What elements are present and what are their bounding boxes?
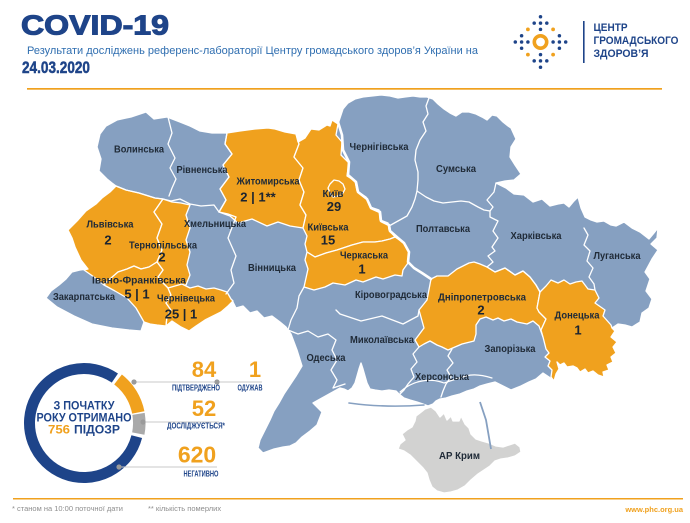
svg-text:1: 1 <box>358 262 365 277</box>
svg-text:Волинська: Волинська <box>114 145 164 156</box>
svg-text:Тернопільська: Тернопільська <box>129 241 197 252</box>
svg-text:ПІДТВЕРДЖЕНО: ПІДТВЕРДЖЕНО <box>172 384 220 393</box>
svg-text:52: 52 <box>192 396 216 421</box>
svg-text:29: 29 <box>327 199 341 214</box>
svg-text:2: 2 <box>158 250 165 265</box>
svg-text:АР Крим: АР Крим <box>439 450 480 462</box>
svg-text:2 | 1**: 2 | 1** <box>240 190 276 205</box>
svg-text:* станом на 10:00 поточної дат: * станом на 10:00 поточної дати <box>12 504 123 513</box>
svg-text:Полтавська: Полтавська <box>416 224 470 235</box>
svg-text:Вінницька: Вінницька <box>248 263 296 274</box>
svg-text:Чернівецька: Чернівецька <box>157 294 215 305</box>
svg-text:Результати досліджень референс: Результати досліджень референс-лаборатор… <box>27 45 478 57</box>
svg-text:Житомирська: Житомирська <box>236 177 300 188</box>
svg-text:Кіровоградська: Кіровоградська <box>355 290 427 301</box>
svg-text:Дніпропетровська: Дніпропетровська <box>438 293 526 304</box>
svg-text:Сумська: Сумська <box>436 164 476 175</box>
svg-text:Донецька: Донецька <box>555 311 600 322</box>
svg-text:Запорізька: Запорізька <box>485 344 536 355</box>
svg-text:Одеська: Одеська <box>307 353 346 364</box>
svg-text:Хмельницька: Хмельницька <box>184 219 246 230</box>
svg-text:84: 84 <box>192 357 217 382</box>
svg-text:Львівська: Львівська <box>87 220 134 231</box>
svg-text:** кількість померлих: ** кількість померлих <box>148 504 221 513</box>
svg-text:ОДУЖАВ: ОДУЖАВ <box>238 384 263 393</box>
svg-text:www.phc.org.ua: www.phc.org.ua <box>624 505 683 514</box>
svg-text:Рівненська: Рівненська <box>177 165 228 176</box>
svg-text:620: 620 <box>178 442 216 468</box>
svg-text:З ПОЧАТКУ: З ПОЧАТКУ <box>54 399 115 413</box>
svg-text:756: 756 <box>48 423 70 437</box>
svg-text:Чернігівська: Чернігівська <box>350 142 409 153</box>
svg-text:15: 15 <box>321 233 335 248</box>
svg-text:Черкаська: Черкаська <box>340 251 388 262</box>
svg-text:ДОСЛІДЖУЄТЬСЯ*: ДОСЛІДЖУЄТЬСЯ* <box>167 422 226 431</box>
svg-text:Київська: Київська <box>308 223 349 234</box>
svg-text:24.03.2020: 24.03.2020 <box>22 58 90 77</box>
svg-text:2: 2 <box>104 233 111 248</box>
svg-text:ГРОМАДСЬКОГО: ГРОМАДСЬКОГО <box>594 35 679 47</box>
svg-text:ЦЕНТР: ЦЕНТР <box>594 22 628 34</box>
svg-text:НЕГАТИВНО: НЕГАТИВНО <box>184 470 219 479</box>
svg-text:ПІДОЗР: ПІДОЗР <box>74 423 120 437</box>
svg-text:Харківська: Харківська <box>511 231 562 242</box>
svg-text:Луганська: Луганська <box>594 251 641 262</box>
svg-text:25 | 1: 25 | 1 <box>165 307 198 322</box>
svg-text:Івано-Франківська: Івано-Франківська <box>92 276 186 287</box>
svg-text:COVID-19: COVID-19 <box>21 10 169 41</box>
svg-text:1: 1 <box>249 357 261 382</box>
svg-text:РОКУ ОТРИМАНО: РОКУ ОТРИМАНО <box>37 411 132 425</box>
svg-text:5 | 1: 5 | 1 <box>124 287 149 302</box>
svg-text:2: 2 <box>477 303 484 318</box>
svg-text:Миколаївська: Миколаївська <box>350 335 414 346</box>
svg-text:Херсонська: Херсонська <box>415 372 469 383</box>
svg-text:1: 1 <box>574 323 581 338</box>
svg-text:Закарпатська: Закарпатська <box>53 292 115 303</box>
svg-text:Київ: Київ <box>323 189 344 200</box>
svg-text:ЗДОРОВ’Я: ЗДОРОВ’Я <box>594 48 649 60</box>
